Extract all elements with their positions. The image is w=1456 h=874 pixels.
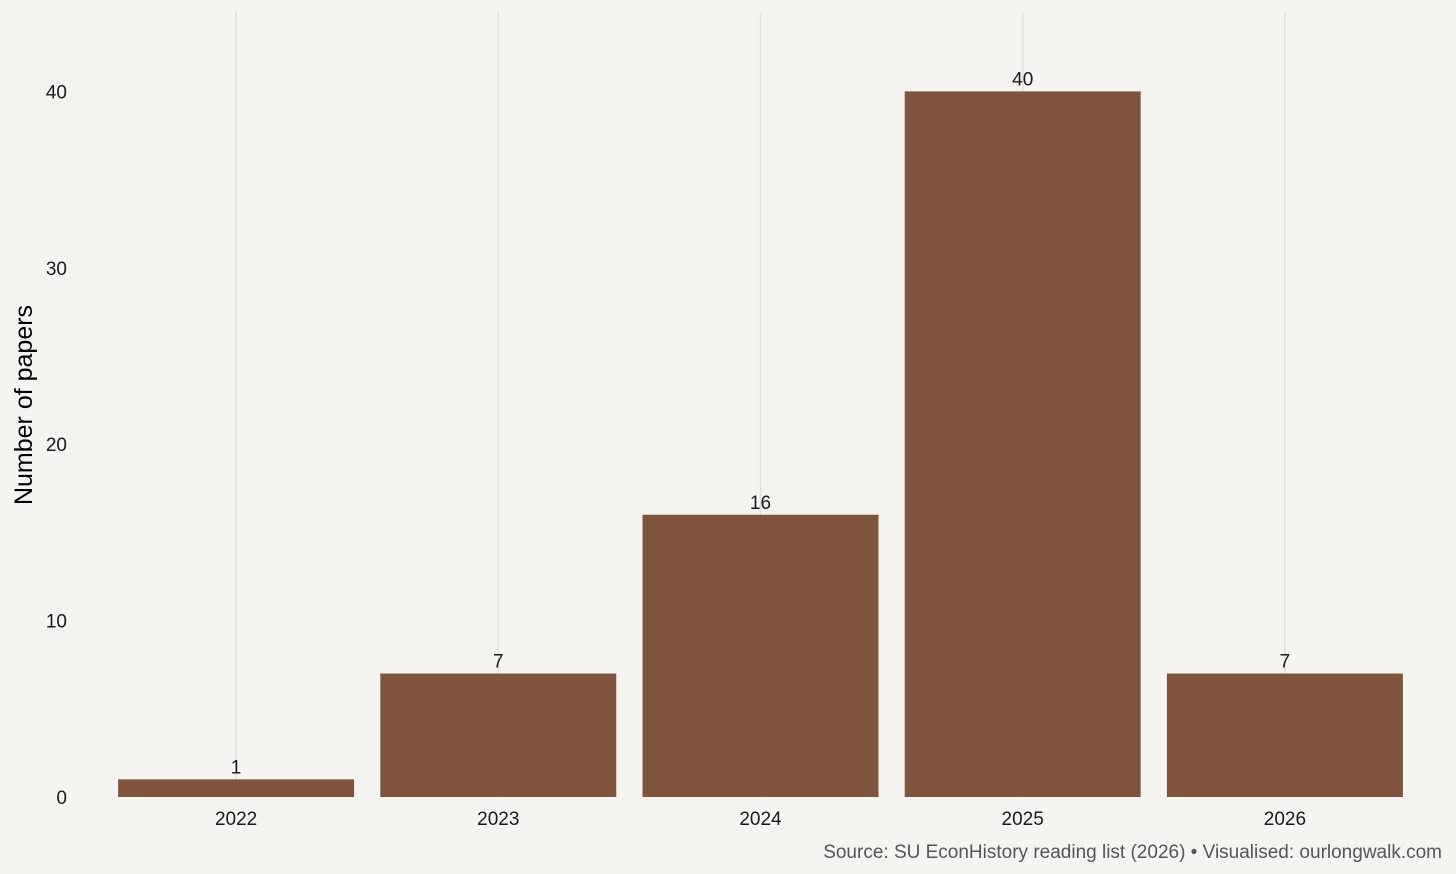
data-label-2025: 40: [1012, 69, 1033, 90]
bar-2023: [380, 673, 617, 797]
data-label-2022: 1: [231, 757, 242, 778]
data-label-2023: 7: [493, 652, 504, 673]
y-axis-title: Number of papers: [10, 305, 38, 505]
x-tick-2023: 2023: [477, 809, 519, 830]
y-tick-10: 10: [46, 612, 67, 633]
x-tick-2025: 2025: [1002, 809, 1044, 830]
bar-2024: [642, 514, 879, 797]
source-caption: Source: SU EconHistory reading list (202…: [823, 842, 1442, 863]
x-tick-2022: 2022: [215, 809, 257, 830]
y-tick-20: 20: [46, 435, 67, 456]
y-tick-30: 30: [46, 259, 67, 280]
bar-2025: [904, 91, 1141, 797]
bar-2026: [1166, 673, 1403, 797]
bar-2022: [118, 779, 355, 797]
data-label-2024: 16: [750, 493, 771, 514]
y-tick-0: 0: [56, 788, 67, 809]
data-label-2026: 7: [1280, 652, 1291, 673]
y-axis-ticks: 0 10 20 30 40: [46, 82, 67, 809]
data-labels: 1 7 16 40 7: [231, 69, 1290, 778]
x-axis-ticks: 2022 2023 2024 2025 2026: [215, 809, 1306, 830]
y-tick-40: 40: [46, 82, 67, 103]
x-tick-2024: 2024: [739, 809, 782, 830]
x-tick-2026: 2026: [1264, 809, 1306, 830]
bars: [118, 91, 1403, 797]
